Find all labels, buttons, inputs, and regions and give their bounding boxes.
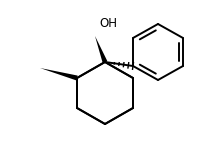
Text: OH: OH xyxy=(99,17,117,30)
Polygon shape xyxy=(95,36,107,63)
Polygon shape xyxy=(40,68,78,80)
